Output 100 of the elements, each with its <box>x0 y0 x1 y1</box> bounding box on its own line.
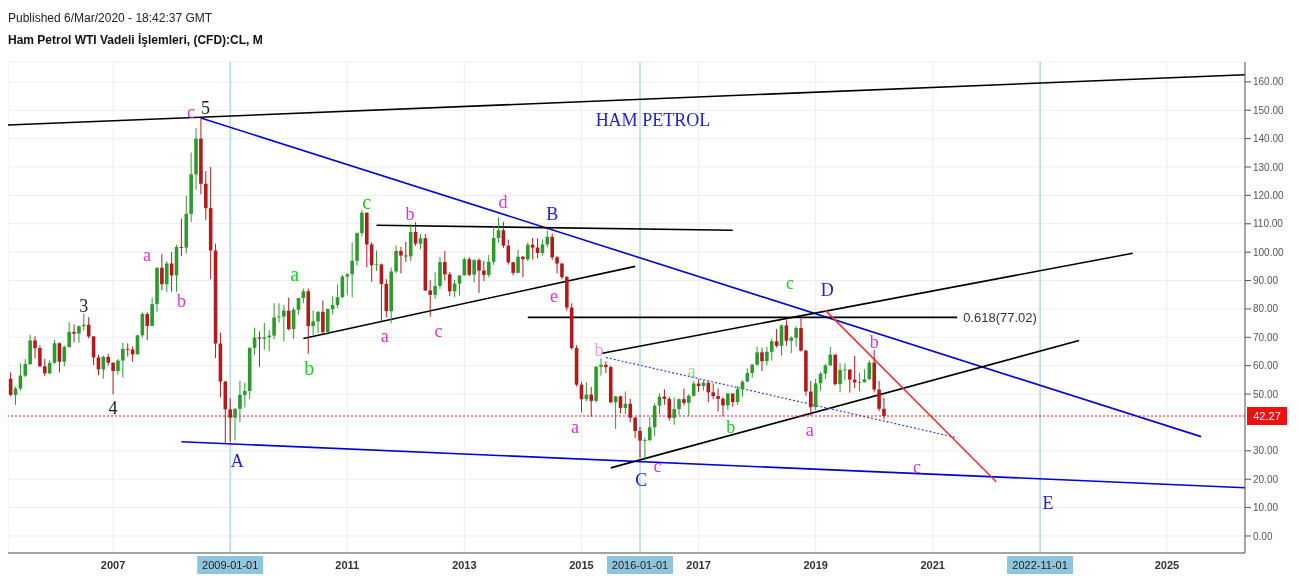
candlestick <box>150 297 154 327</box>
candlestick <box>687 393 691 417</box>
candlestick <box>716 387 720 413</box>
candlestick <box>443 250 447 282</box>
candlestick <box>111 362 115 395</box>
candlestick <box>77 324 81 344</box>
x-tick-label: 2025 <box>1154 558 1180 571</box>
y-tick-label: 120.00 <box>1253 189 1285 201</box>
annotation: 5 <box>201 97 211 118</box>
annotation: b <box>594 339 604 360</box>
y-tick-label: 20.00 <box>1253 473 1279 485</box>
y-tick-label: 80.00 <box>1253 303 1279 315</box>
candlestick <box>13 386 18 406</box>
candlestick <box>125 342 130 358</box>
candlestick <box>33 335 37 359</box>
candlestick <box>633 416 637 439</box>
candlestick <box>350 242 354 298</box>
annotation: c <box>362 191 372 214</box>
candlestick <box>438 256 442 290</box>
y-tick-label: 140.00 <box>1253 133 1285 145</box>
annotation: 4 <box>108 397 118 418</box>
candlestick <box>638 426 642 459</box>
candlestick <box>599 357 603 377</box>
y-tick-label: 10.00 <box>1253 502 1279 514</box>
candlestick <box>321 299 325 335</box>
text: Published 6/Mar/2020 - 18:42:37 GMT <box>8 11 213 25</box>
annotation: E <box>1042 492 1054 513</box>
annotation: b <box>177 291 187 312</box>
annotation: A <box>230 450 244 471</box>
annotation: c <box>434 321 443 342</box>
candlestick <box>530 237 535 261</box>
annotation: 3 <box>79 296 89 317</box>
ref-line-label: 2009-01-01 <box>202 559 259 571</box>
annotation: b <box>726 416 736 437</box>
candlestick <box>228 397 232 443</box>
candlestick <box>760 347 764 372</box>
candlestick <box>672 396 676 426</box>
candlestick <box>272 302 276 340</box>
candlestick <box>282 304 286 342</box>
annotation: b <box>304 356 315 379</box>
candlestick <box>643 437 647 463</box>
y-tick-label: 60.00 <box>1253 360 1279 372</box>
candlestick <box>160 253 164 291</box>
candlestick <box>360 209 364 238</box>
candlestick <box>877 380 881 412</box>
annotation: d <box>498 192 508 213</box>
candlestick <box>179 218 184 257</box>
candlestick <box>838 362 842 393</box>
candlestick <box>848 368 852 394</box>
candlestick <box>604 360 608 374</box>
candlestick <box>121 342 125 379</box>
candlestick <box>238 380 242 423</box>
candlestick <box>28 334 32 366</box>
candlestick <box>262 322 267 350</box>
candlestick <box>325 308 330 336</box>
candlestick <box>145 311 150 341</box>
candlestick <box>477 257 481 294</box>
candlestick <box>467 256 472 277</box>
ref-line-label: 2022-11-01 <box>1012 559 1068 571</box>
annotation: c <box>653 456 662 477</box>
annotation: b <box>869 332 879 353</box>
candlestick <box>721 396 725 417</box>
y-tick-label: 0.00 <box>1253 530 1273 542</box>
candlestick <box>774 328 779 349</box>
y-tick-label: 110.00 <box>1253 218 1284 230</box>
candlestick <box>857 372 862 392</box>
candlestick <box>316 310 320 334</box>
candlestick <box>486 254 491 278</box>
candlestick <box>345 272 350 295</box>
candlestick <box>399 246 403 274</box>
candlestick <box>628 398 633 423</box>
candlestick <box>311 310 315 336</box>
annotation: a <box>290 263 300 286</box>
candlestick <box>667 396 672 422</box>
x-tick-label: 2019 <box>803 558 828 571</box>
y-tick-label: 70.00 <box>1253 331 1279 343</box>
annotation: HAM PETROL <box>595 109 711 130</box>
annotation: a <box>380 326 389 347</box>
candlestick <box>555 255 559 274</box>
annotation: c <box>785 273 794 294</box>
candlestick <box>589 386 594 418</box>
x-tick-label: 2021 <box>920 558 945 571</box>
candlestick <box>682 388 686 406</box>
candlestick <box>482 260 486 282</box>
ref-line-label: 2016-01-01 <box>611 559 669 571</box>
candlestick <box>233 407 237 442</box>
candlestick <box>286 297 291 331</box>
y-tick-label: 150.00 <box>1253 104 1285 116</box>
candlestick <box>769 337 774 362</box>
candlestick <box>164 260 169 293</box>
candlestick <box>755 346 759 367</box>
candlestick <box>394 244 398 274</box>
y-tick-label: 160.00 <box>1253 76 1285 88</box>
candlestick <box>447 271 452 297</box>
annotation: c <box>186 101 195 122</box>
candlestick <box>472 258 476 284</box>
candlestick <box>799 317 803 353</box>
candlestick <box>457 274 462 297</box>
annotation: B <box>546 204 559 225</box>
candlestick <box>67 321 71 349</box>
